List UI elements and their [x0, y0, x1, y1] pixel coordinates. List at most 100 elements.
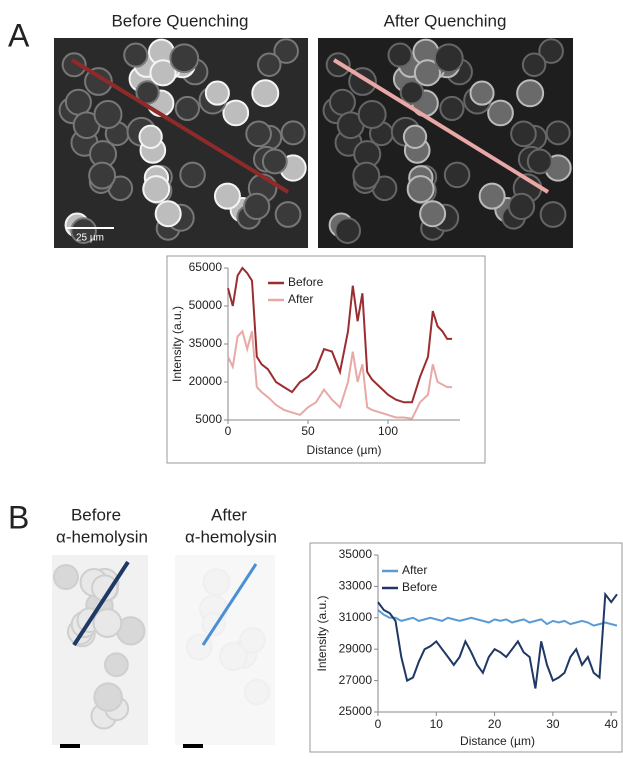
data-line — [227, 266, 452, 404]
bead — [213, 182, 241, 210]
y-tick-label: 50000 — [189, 298, 223, 312]
bead — [70, 217, 97, 244]
bead — [179, 161, 206, 189]
image-title: Before — [71, 505, 121, 524]
image-title: α-hemolysin — [56, 527, 148, 546]
micrograph — [318, 38, 573, 248]
image-title: After — [211, 505, 247, 524]
micrograph — [54, 38, 308, 248]
x-tick-label: 0 — [225, 424, 232, 438]
x-tick-label: 40 — [604, 717, 618, 731]
y-tick-label: 29000 — [339, 641, 373, 655]
bead — [516, 79, 545, 108]
bead — [243, 192, 271, 221]
bead — [352, 161, 381, 190]
y-tick-label: 31000 — [339, 610, 373, 624]
bead — [149, 59, 177, 87]
bead — [93, 682, 123, 712]
bead — [539, 201, 567, 228]
x-tick-label: 100 — [378, 424, 398, 438]
panel-label: A — [8, 17, 30, 53]
bead — [245, 120, 272, 148]
bead — [257, 52, 282, 78]
bead — [521, 52, 547, 78]
y-tick-label: 20000 — [189, 374, 223, 388]
legend-label: After — [288, 292, 313, 306]
bead — [510, 120, 537, 148]
data-line — [377, 609, 618, 627]
scale-bar-label: 25 µm — [76, 233, 104, 244]
bead — [274, 201, 302, 228]
chart-frame — [309, 542, 623, 753]
profile-line — [332, 58, 550, 194]
micrograph — [175, 555, 275, 745]
bead — [439, 95, 465, 122]
bead — [243, 678, 271, 706]
bead — [406, 175, 435, 204]
bead — [61, 52, 87, 78]
bead — [154, 200, 182, 228]
x-axis-title: Distance (µm) — [307, 443, 382, 457]
bead — [387, 42, 413, 68]
profile-line — [72, 560, 130, 647]
profile-line — [70, 58, 290, 194]
y-tick-label: 65000 — [189, 260, 223, 274]
bead — [261, 148, 288, 175]
bead — [222, 99, 250, 127]
y-axis-title: Intensity (a.u.) — [315, 595, 329, 671]
bead — [478, 182, 506, 210]
bead — [138, 124, 163, 149]
bead — [545, 120, 571, 146]
image-title: α-hemolysin — [185, 527, 277, 546]
panel-label: B — [8, 499, 29, 535]
data-line — [377, 591, 618, 689]
legend-label: Before — [402, 580, 438, 594]
legend-label: Before — [288, 275, 324, 289]
bead — [280, 120, 306, 146]
legend-label: After — [402, 563, 427, 577]
y-tick-label: 35000 — [189, 336, 223, 350]
bead — [433, 43, 464, 74]
y-tick-label: 35000 — [339, 547, 373, 561]
bead — [239, 626, 266, 654]
y-tick-label: 25000 — [339, 704, 373, 718]
bead — [135, 80, 160, 105]
bead — [202, 568, 231, 596]
y-tick-label: 27000 — [339, 673, 373, 687]
image-title: Before Quenching — [111, 11, 248, 30]
bead — [469, 80, 495, 106]
bead — [413, 59, 442, 87]
bead — [419, 200, 447, 228]
bead — [52, 564, 79, 591]
x-tick-label: 10 — [430, 717, 444, 731]
bead — [142, 175, 171, 204]
bead — [334, 217, 362, 244]
image-title: After Quenching — [384, 11, 507, 30]
bead — [273, 38, 299, 64]
bead — [507, 192, 536, 221]
x-tick-label: 20 — [488, 717, 502, 731]
bead — [92, 608, 123, 638]
y-tick-label: 5000 — [195, 412, 222, 426]
y-axis-title: Intensity (a.u.) — [170, 306, 184, 382]
bead — [357, 99, 387, 129]
bead — [123, 42, 149, 68]
bead — [251, 79, 280, 108]
bead — [64, 88, 92, 116]
bead — [487, 99, 514, 127]
bead — [399, 80, 425, 105]
micrograph — [52, 555, 148, 745]
x-axis-title: Distance (µm) — [460, 734, 535, 748]
chart-frame — [166, 255, 486, 464]
bead — [169, 43, 200, 74]
bead — [88, 161, 117, 190]
x-tick-label: 0 — [375, 717, 382, 731]
profile-line — [201, 563, 258, 646]
bead — [402, 124, 428, 149]
bead — [538, 38, 564, 64]
bead — [328, 88, 356, 116]
x-tick-label: 50 — [301, 424, 315, 438]
x-tick-label: 30 — [546, 717, 560, 731]
